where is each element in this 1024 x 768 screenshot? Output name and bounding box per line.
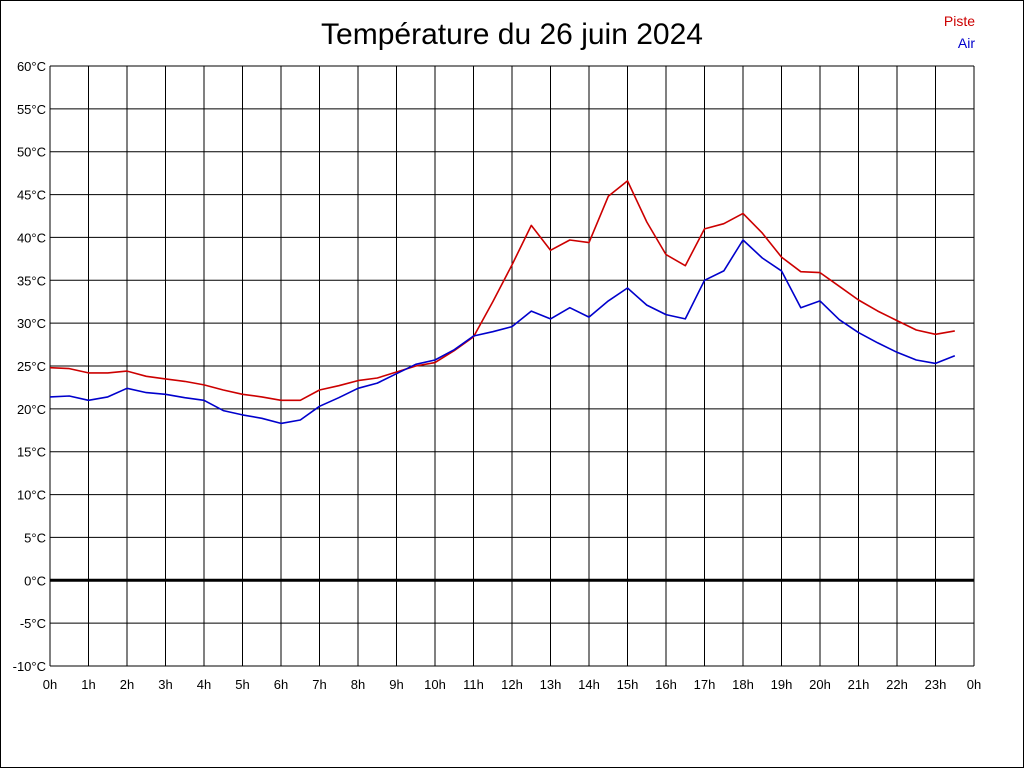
y-tick-label: 30°C — [17, 316, 46, 331]
y-tick-label: 40°C — [17, 230, 46, 245]
x-tick-label: 2h — [120, 677, 134, 692]
x-tick-label: 9h — [389, 677, 403, 692]
x-tick-label: 18h — [732, 677, 754, 692]
x-tick-label: 16h — [655, 677, 677, 692]
y-tick-label: 55°C — [17, 102, 46, 117]
y-tick-label: 35°C — [17, 273, 46, 288]
y-tick-label: 25°C — [17, 359, 46, 374]
x-tick-label: 17h — [694, 677, 716, 692]
x-tick-label: 4h — [197, 677, 211, 692]
x-tick-label: 15h — [617, 677, 639, 692]
y-tick-label: 15°C — [17, 445, 46, 460]
y-tick-label: 5°C — [24, 530, 46, 545]
x-tick-label: 12h — [501, 677, 523, 692]
x-tick-label: 5h — [235, 677, 249, 692]
x-tick-label: 22h — [886, 677, 908, 692]
series-line-air — [49, 239, 956, 425]
x-tick-label: 23h — [925, 677, 947, 692]
x-tick-label: 13h — [540, 677, 562, 692]
x-tick-label: 11h — [463, 677, 484, 692]
y-tick-label: 20°C — [17, 402, 46, 417]
y-tick-label: 50°C — [17, 145, 46, 160]
y-tick-label: 45°C — [17, 188, 46, 203]
legend-entry-air: Air — [957, 35, 975, 51]
x-tick-label: 0h — [967, 677, 981, 692]
chart-title: Température du 26 juin 2024 — [321, 18, 703, 51]
x-tick-label: 3h — [158, 677, 172, 692]
x-tick-label: 1h — [81, 677, 95, 692]
x-tick-label: 14h — [578, 677, 600, 692]
x-tick-label: 21h — [848, 677, 870, 692]
series-line-piste — [49, 180, 955, 402]
x-tick-label: 10h — [424, 677, 446, 692]
y-tick-label: -10°C — [13, 659, 46, 674]
x-tick-label: 8h — [351, 677, 365, 692]
x-tick-label: 0h — [43, 677, 57, 692]
series-lines — [49, 180, 956, 425]
y-tick-label: 60°C — [17, 59, 46, 74]
x-tick-label: 6h — [274, 677, 288, 692]
y-tick-label: 10°C — [17, 488, 46, 503]
legend-entry-piste: Piste — [943, 13, 975, 29]
y-tick-label: 0°C — [24, 573, 46, 588]
x-tick-label: 20h — [809, 677, 831, 692]
grid — [49, 65, 975, 667]
y-tick-label: -5°C — [20, 616, 46, 631]
x-tick-label: 7h — [312, 677, 326, 692]
x-axis-ticks: 0h 1h 2h 3h 4h 5h 6h 7h 8h 9h 10h 11h 12h 13h 14h 15h 16… — [43, 677, 981, 692]
y-axis-ticks: 60°C 55°C 50°C 45°C 40°C 35°C 30°C 25°C 20°C 15°C… — [13, 59, 46, 674]
x-tick-label: 19h — [771, 677, 793, 692]
